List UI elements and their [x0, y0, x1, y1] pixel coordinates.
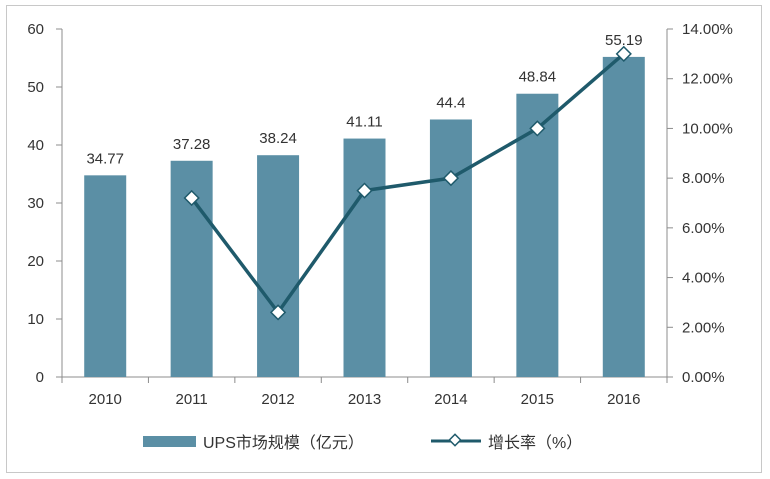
bar-data-label: 37.28 — [173, 136, 211, 153]
y-right-tick-label: 12.00% — [682, 71, 733, 88]
y-left-tick-label: 20 — [27, 253, 44, 270]
line-point-marker — [442, 170, 460, 187]
y-left-tick-label: 50 — [27, 79, 44, 96]
y-right-tick-label: 10.00% — [682, 120, 733, 137]
bar-data-label: 48.84 — [519, 69, 557, 86]
growth-rate-line — [190, 52, 625, 315]
y-left-tick-label: 60 — [27, 21, 44, 38]
line-point-marker — [183, 189, 200, 207]
x-tick-label: 2013 — [348, 391, 381, 408]
bar-data-label: 44.4 — [436, 94, 465, 111]
x-tick-label: 2015 — [521, 391, 554, 408]
data-labels: 34.77 37.28 38.24 41.11 44.4 48.84 55.19 — [86, 32, 642, 167]
line-point-marker — [356, 182, 373, 199]
line-series — [183, 45, 632, 321]
x-tick-label: 2011 — [176, 391, 208, 408]
y-right-tick-label: 14.00% — [682, 21, 733, 38]
bar-data-label: 38.24 — [259, 130, 297, 147]
line-point-marker — [615, 45, 632, 62]
y-left-tick-label: 30 — [27, 195, 44, 212]
legend-label-line: 增长率（%） — [488, 434, 582, 452]
bar — [429, 119, 472, 377]
y-left-tick-label: 10 — [27, 311, 44, 328]
x-tick-label: 2012 — [261, 391, 294, 408]
legend-marker-line — [448, 433, 462, 447]
y-left-tick-label: 40 — [27, 137, 44, 154]
legend: UPS市场规模（亿元） 增长率（%） — [143, 433, 582, 452]
x-tick-label: 2016 — [607, 391, 640, 408]
bar-data-label: 55.19 — [605, 32, 643, 49]
y-left-tick-label: 0 — [36, 369, 44, 386]
line-point-marker — [529, 120, 546, 137]
legend-label-bar: UPS市场规模（亿元） — [203, 434, 364, 452]
bar — [516, 93, 559, 377]
y-right-tick-label: 8.00% — [682, 170, 725, 187]
x-tick-label: 2014 — [434, 391, 467, 408]
axes: 0 10 20 30 40 50 60 0.00% 2.00% 4.00% 6.00% 8.00% 10… — [27, 21, 733, 408]
bar-series — [84, 56, 645, 377]
y-right-tick-label: 0.00% — [682, 369, 725, 386]
bar — [602, 56, 645, 377]
bar — [257, 155, 300, 377]
bar-data-label: 41.11 — [346, 114, 382, 131]
y-right-tick-label: 4.00% — [682, 270, 725, 287]
bar-data-label: 34.77 — [86, 150, 124, 167]
y-right-tick-label: 6.00% — [682, 220, 725, 237]
bar — [343, 138, 386, 377]
x-tick-label: 2010 — [89, 391, 122, 408]
y-right-tick-label: 2.00% — [682, 319, 725, 336]
bar — [84, 175, 127, 377]
legend-swatch-bar — [143, 436, 196, 447]
line-point-marker — [269, 304, 287, 321]
